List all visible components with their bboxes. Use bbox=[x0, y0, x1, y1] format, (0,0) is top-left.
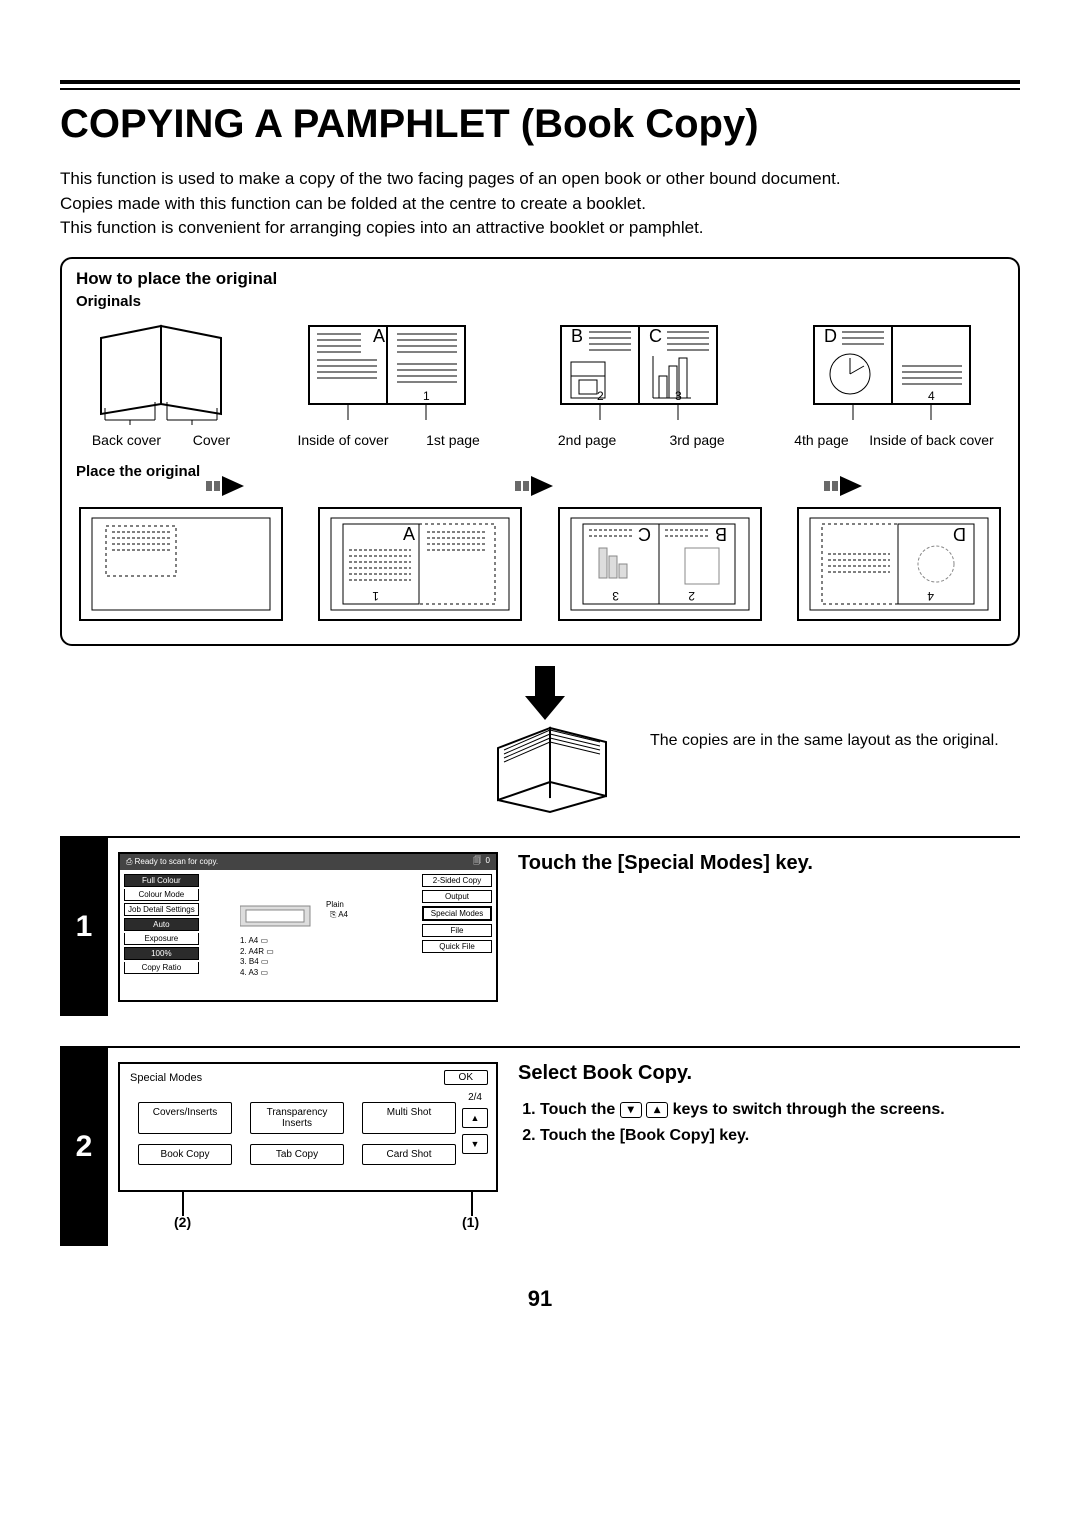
result-booklet-icon bbox=[480, 666, 620, 816]
special-modes-button[interactable]: Special Modes bbox=[422, 906, 492, 921]
scanner-d: D 4 bbox=[794, 504, 1004, 624]
label-back-cover: Back cover bbox=[92, 432, 161, 450]
arrow-icon bbox=[824, 474, 874, 498]
svg-text:3: 3 bbox=[612, 589, 619, 603]
how-to-place-box: How to place the original Originals bbox=[60, 257, 1020, 647]
svg-text:D: D bbox=[824, 326, 837, 346]
intro-text: This function is used to make a copy of … bbox=[60, 167, 1020, 241]
up-key-icon: ▴ bbox=[646, 1102, 668, 1118]
job-detail-button[interactable]: Job Detail Settings bbox=[124, 903, 199, 916]
intro-line2: Copies made with this function can be fo… bbox=[60, 194, 646, 213]
callout-1: (1) bbox=[462, 1214, 479, 1230]
page-number: 91 bbox=[60, 1286, 1020, 1312]
scanner-a: A 1 bbox=[315, 504, 525, 624]
svg-text:A: A bbox=[403, 524, 415, 544]
copier-screen-panel: ⎙ Ready to scan for copy. 🗐 0 Full Colou… bbox=[118, 852, 498, 1002]
original-booklet-bc: B C bbox=[531, 316, 751, 450]
arrow-icon bbox=[515, 474, 565, 498]
book-copy-button[interactable]: Book Copy bbox=[138, 1144, 232, 1165]
scroll-up-button[interactable]: ▲ bbox=[462, 1108, 488, 1128]
file-button[interactable]: File bbox=[422, 924, 492, 937]
result-row: The copies are in the same layout as the… bbox=[480, 666, 1020, 816]
svg-text:4: 4 bbox=[927, 589, 934, 603]
card-shot-button[interactable]: Card Shot bbox=[362, 1144, 456, 1165]
svg-text:1: 1 bbox=[372, 589, 379, 603]
scanner-row: A 1 C B bbox=[76, 504, 1004, 624]
exposure-label: Exposure bbox=[124, 933, 199, 945]
svg-text:4: 4 bbox=[928, 389, 935, 403]
svg-text:B: B bbox=[715, 524, 727, 544]
svg-text:C: C bbox=[638, 524, 651, 544]
label-inside-back: Inside of back cover bbox=[869, 432, 994, 450]
svg-text:2: 2 bbox=[688, 589, 695, 603]
ratio-button[interactable]: 100% bbox=[124, 947, 199, 960]
step-number: 1 bbox=[60, 838, 108, 1016]
colour-mode-label: Colour Mode bbox=[124, 889, 199, 901]
svg-text:C: C bbox=[649, 326, 662, 346]
originals-label: Originals bbox=[76, 293, 1004, 310]
status-text: Ready to scan for copy. bbox=[135, 857, 218, 866]
page-title: COPYING A PAMPHLET (Book Copy) bbox=[60, 102, 1020, 147]
full-colour-button[interactable]: Full Colour bbox=[124, 874, 199, 887]
label-second-page: 2nd page bbox=[558, 432, 616, 450]
step-number: 2 bbox=[60, 1048, 108, 1246]
arrow-row bbox=[76, 474, 1004, 498]
output-button[interactable]: Output bbox=[422, 890, 492, 903]
special-modes-panel: Special Modes OK 2/4 ▲ ▼ Covers/Inserts … bbox=[118, 1062, 498, 1192]
ok-button[interactable]: OK bbox=[444, 1070, 488, 1085]
original-booklet-covers: Back cover Cover bbox=[76, 316, 246, 450]
scroll-down-button[interactable]: ▼ bbox=[462, 1134, 488, 1154]
label-cover: Cover bbox=[193, 432, 230, 450]
arrow-icon bbox=[206, 474, 256, 498]
original-booklet-d: D 4 4th page Inside of bbox=[784, 316, 1004, 450]
copy-ratio-label: Copy Ratio bbox=[124, 962, 199, 974]
letter-a: A bbox=[373, 326, 385, 346]
auto-button[interactable]: Auto bbox=[124, 918, 199, 931]
step1-title: Touch the [Special Modes] key. bbox=[518, 852, 1010, 875]
scanner-bc: C B 3 2 bbox=[555, 504, 765, 624]
intro-line3: This function is convenient for arrangin… bbox=[60, 218, 704, 237]
scanner-blank bbox=[76, 504, 286, 624]
panel-title: Special Modes bbox=[130, 1072, 202, 1084]
step-1: 1 ⎙ Ready to scan for copy. 🗐 0 Full Col… bbox=[60, 836, 1020, 1016]
label-first-page: 1st page bbox=[426, 432, 480, 450]
svg-text:3: 3 bbox=[675, 389, 682, 403]
tray-info: Plain ⎘ A4 1. A4 ▭ 2. A4R ▭ 3. B4 ▭ 4. A… bbox=[240, 902, 360, 944]
title-rule bbox=[60, 80, 1020, 90]
step-2: 2 Special Modes OK 2/4 ▲ ▼ Covers/Insert… bbox=[60, 1046, 1020, 1246]
down-key-icon: ▾ bbox=[620, 1102, 642, 1118]
callout-2: (2) bbox=[174, 1214, 191, 1230]
label-inside-cover: Inside of cover bbox=[297, 432, 388, 450]
originals-row: Back cover Cover A bbox=[76, 316, 1004, 450]
svg-text:D: D bbox=[953, 524, 966, 544]
step2-item2: Touch the [Book Copy] key. bbox=[540, 1123, 1010, 1149]
step2-list: Touch the ▾ ▴ keys to switch through the… bbox=[518, 1097, 1010, 1148]
step2-item1: Touch the ▾ ▴ keys to switch through the… bbox=[540, 1097, 1010, 1123]
multi-shot-button[interactable]: Multi Shot bbox=[362, 1102, 456, 1134]
quick-file-button[interactable]: Quick File bbox=[422, 940, 492, 953]
page-indicator: 2/4 bbox=[468, 1092, 482, 1103]
transparency-button[interactable]: Transparency Inserts bbox=[250, 1102, 344, 1134]
original-booklet-a: A 1 bbox=[279, 316, 499, 450]
two-sided-button[interactable]: 2-Sided Copy bbox=[422, 874, 492, 887]
svg-text:1: 1 bbox=[423, 389, 430, 403]
covers-inserts-button[interactable]: Covers/Inserts bbox=[138, 1102, 232, 1134]
result-text: The copies are in the same layout as the… bbox=[650, 730, 999, 752]
label-third-page: 3rd page bbox=[669, 432, 724, 450]
copy-count: 0 bbox=[486, 856, 490, 865]
intro-line1: This function is used to make a copy of … bbox=[60, 169, 841, 188]
svg-text:2: 2 bbox=[597, 389, 604, 403]
how-title: How to place the original bbox=[76, 269, 1004, 289]
svg-text:B: B bbox=[571, 326, 583, 346]
label-fourth-page: 4th page bbox=[794, 432, 849, 450]
tab-copy-button[interactable]: Tab Copy bbox=[250, 1144, 344, 1165]
step2-title: Select Book Copy. bbox=[518, 1062, 1010, 1085]
